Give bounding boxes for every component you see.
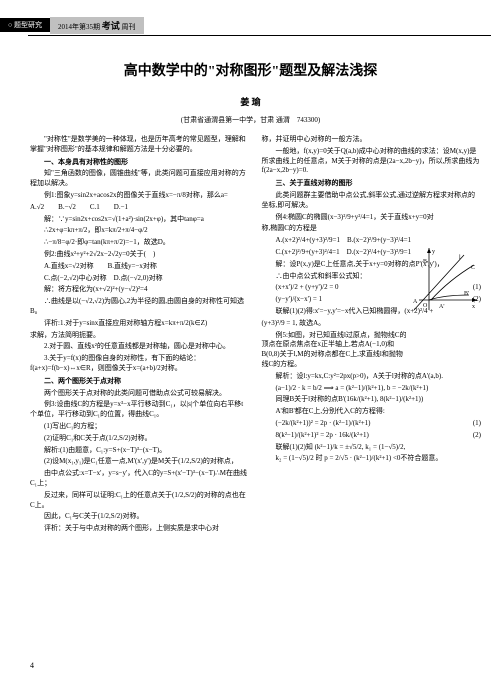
a1: 解析:(1)由题意，C₁:y=S+(x−T)³−(x−T)。 [30,446,250,456]
sec3-p1: 此类问题群主要借助中点公式,斜率公式,通过逆解方程求对称点的坐标,即可解决。 [262,191,482,211]
r-p1: 称，并证明中心对称的一般方法。 [262,135,482,145]
svg-text:B: B [423,259,427,265]
ex1-sol2: ∴2x+φ=kπ+π/2，即x=kπ/2+π/4−φ/2 [30,226,250,236]
ex5-sol: 解析：设l:y=kx,C:y²=2px(p>0)，A关于l对称的点A'(a,b)… [262,372,482,382]
ex1-options: A.√2 B.−√2 C.1 D.−1 [30,203,250,213]
qiujie: 求解，方法简明扼要。 [30,331,250,341]
example-2: 例2:曲线x²+y²+2√2x−2√2y=0关于( ) [30,250,250,260]
svg-text:A': A' [439,304,444,310]
ex4-p1: 称,椭圆C的方程是 [262,224,482,234]
ex5-eq1: (a−1)/2 · k = b/2 ⟹ a = (k²−1)/(k²+1), b… [262,384,482,394]
a3: 由中点公式:x=T−x'，y=s−y'，代入C的y=S+(x'−T)³−(x−T… [30,469,250,489]
ex5-p3: A'和B'都在C上,分别代入C的方程得: [262,407,482,417]
svg-text:x: x [472,304,475,310]
header-rule [28,35,491,36]
affiliation: (甘肃省通渭县第一中学，甘肃 通渭 743300) [0,115,501,125]
ex5-eq3: 8(k²−1)/(k²+1)² = 2p · 16k/(k²+1)(2) [262,431,482,441]
q1: (1)写出C₁的方程； [30,422,250,432]
ex5-p4: 联解(1)(2)知 (k²−1)/k = ±√5/2, k₁ = (1−√5)/… [262,443,482,453]
header-issue: 2014年第35期 考试 周刊 [50,17,144,34]
ex1-sol3: ∴−π/8=φ/2·即φ=tan(kπ+π/2)=−1，故选D。 [30,238,250,248]
section-2-head: 二、两个图形关于点对称 [30,377,250,387]
ex5-eq2: (−2k/(k²+1))² = 2p · (k²−1)/(k²+1)(1) [262,419,482,429]
header-bar: ○ 题型研究 2014年第35期 考试 周刊 [0,18,144,32]
svg-text:O: O [423,303,428,309]
ex2-sol: 解：将方程化为(x+√2)²+(y−√2)²=4 [30,285,250,295]
page-title: 高中数学中的"对称图形"题型及解法浅探 [0,60,501,80]
a2: (2)设M(x₁,y₁)是C₁任意一点,M'(x',y')是M关于(1/2,S/… [30,457,250,467]
ex2-b: C.点(−2,√2)中心对称 D.点(−√2,0)对称 [30,274,250,284]
svg-text:C: C [471,265,475,271]
pingxi2: 评析：关于与中点对称的两个图形，上侧实质是求中心对 [30,524,250,534]
intro: "对称性"是数学美的一种体现，也是历年高考的常见题型，理解和掌握"对称图形"的基… [30,135,250,155]
s2: 2.对于圆、直线x²的任意直线都是对称轴，圆心是对称中心。 [30,342,250,352]
example-4: 例4:椭圆C的椭圆(x−3)²/9+y²/4=1，关于直线x+y=0对 [262,213,482,223]
left-column: "对称性"是数学美的一种体现，也是历年高考的常见题型，理解和掌握"对称图形"的基… [30,135,250,656]
a5: 因此，C₁与C关于(1/2,S/2)对称。 [30,512,250,522]
section-3-head: 三、关于直线对称的图形 [262,179,482,189]
ex1-sol1: 解：∵y=sin2x+cos2x=√(1+a²)·sin(2x+φ)，其中tan… [30,215,250,225]
ex5-p2: 同理B关于l对称的点B'(16k/(k²+1), 8(k²−1)/(k²+1)) [262,395,482,405]
svg-text:A: A [413,299,418,305]
svg-text:B': B' [464,291,469,297]
ex4-sol4: (y+3)²/9 = 1, 故选A。 [262,319,482,329]
svg-text:y: y [432,249,435,255]
page-number: 4 [30,661,34,670]
sec1-p1: 知"三角函数的图像，圆锥曲线"等，此类问题可直接应用对称的方程加以解决。 [30,169,250,189]
sec2-p1: 两个图形关于点对称的此类问题可借助点公式可较易解决。 [30,389,250,399]
coordinate-graph: y x O l B C A A' B' [409,245,479,315]
section-1-head: 一、本身具有对称性的图形 [30,158,250,168]
content-columns: "对称性"是数学美的一种体现，也是历年高考的常见题型，理解和掌握"对称图形"的基… [30,135,481,656]
a4: 反过来，同样可以证明:C₁上的任意点关于(1/2,S/2)的对称的点也在C上。 [30,491,250,511]
ex2-a: A.直线x=√2对称 B.直线y=−x对称 [30,262,250,272]
pinglun: 评析:1.对于y=sinx直接应用对称轴方程x=kπ+π/2(k∈Z) [30,319,250,329]
example-1: 例1:图象y=sin2x+acos2x的图像关于直线x=−π/8对称，那么a= [30,191,250,201]
header-tag: ○ 题型研究 [0,18,50,32]
ex2-sol2: ∴曲线是以(−√2,√2)为圆心,2为半径的圆,由圆自身的对称性可知选B。 [30,297,250,317]
right-column: 称，并证明中心对称的一般方法。 一般地，f(x,y)=0关于Q(a,b)成中心对… [262,135,482,656]
q2: (2)证明C₁和C关于点(1/2,S/2)对称。 [30,434,250,444]
svg-text:l: l [459,255,461,261]
example-3: 例3:设曲线C的方程是y=x³−x平行移动到C₁，以|s|个单位向右平移t个单位… [30,400,250,420]
s3: 3.关于y=f(x)的图像自身的对称性，有下面的结论：f(a+x)=f(b−x)… [30,354,250,374]
author: 姜 瑜 [0,95,501,108]
r-p2: 一般地，f(x,y)=0关于Q(a,b)成中心对称的曲线的求法：设M(x,y)是… [262,147,482,176]
ex5-p5: k₂ = (1−√5)/2 时 p = 2/√5 · (k²−1)/(k²+1)… [262,454,482,464]
example-5: 例5:如图，对已知直线l过原点，抛物线C的顶点在原点焦点在x正半轴上,若点A(−… [262,331,482,370]
